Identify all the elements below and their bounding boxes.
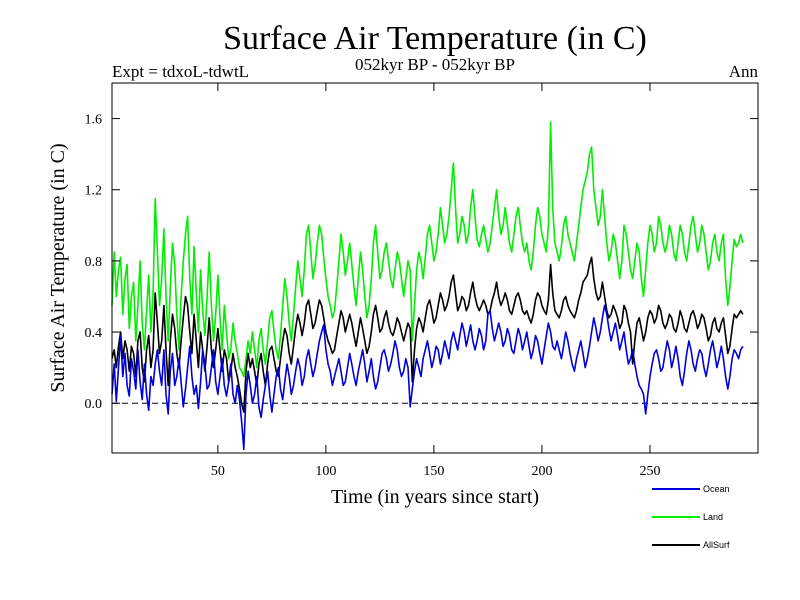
x-tick-label: 100: [315, 464, 336, 479]
x-tick-label: 50: [211, 464, 225, 479]
x-tick-label: 250: [639, 464, 660, 479]
x-axis-title: Time (in years since start): [331, 486, 539, 508]
x-tick-label: 150: [423, 464, 444, 479]
legend: Ocean Land AllSurf: [652, 484, 730, 550]
legend-label-allsurf: AllSurf: [703, 540, 730, 550]
plot-area: [111, 121, 758, 451]
legend-label-ocean: Ocean: [703, 484, 730, 494]
y-tick-label: 0.0: [85, 397, 103, 412]
y-tick-label: 0.4: [85, 326, 103, 341]
y-tick-label: 1.6: [85, 113, 103, 128]
period-label: 052kyr BP - 052kyr BP: [355, 55, 515, 74]
legend-label-land: Land: [703, 512, 723, 522]
season-label: Ann: [729, 62, 759, 81]
plot-frame: [111, 82, 759, 454]
x-tick-label: 200: [531, 464, 552, 479]
series-line-ocean: [111, 304, 744, 451]
y-axis: 0.0 0.4 0.8 1.2 1.6: [85, 113, 758, 412]
y-tick-label: 1.2: [85, 184, 103, 199]
y-axis-title: Surface Air Temperature (in C): [47, 143, 69, 392]
chart-title: Surface Air Temperature (in C): [223, 20, 647, 57]
y-tick-label: 0.8: [85, 255, 103, 270]
x-axis: 50 100 150 200 250: [211, 83, 660, 479]
series-line-land: [111, 121, 744, 378]
experiment-label: Expt = tdxoL-tdwtL: [112, 62, 249, 81]
series-line-allsurf: [111, 256, 744, 413]
